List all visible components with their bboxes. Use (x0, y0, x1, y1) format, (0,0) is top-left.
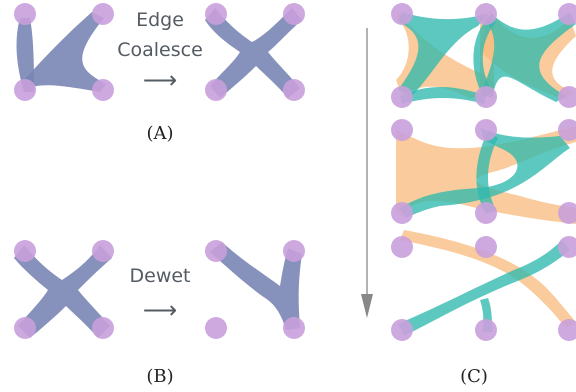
node (92, 3, 114, 25)
panel-b: Dewet ⟶ (B) (14, 240, 305, 387)
node (14, 240, 36, 262)
caption-c: (C) (460, 366, 488, 387)
node (558, 119, 576, 141)
teal-band (400, 128, 570, 218)
node (14, 317, 36, 339)
node (92, 79, 114, 101)
node (475, 3, 497, 25)
node (391, 86, 413, 108)
node (475, 319, 497, 341)
coalesce-label: Coalesce (117, 39, 203, 61)
node (205, 79, 227, 101)
node (475, 236, 497, 258)
row-3 (391, 230, 576, 341)
x-shape-before-dewet (14, 245, 112, 338)
node (283, 240, 305, 262)
teal-band (476, 130, 498, 214)
node (391, 319, 413, 341)
orange-band (400, 230, 576, 328)
node (391, 236, 413, 258)
node (283, 79, 305, 101)
node (92, 240, 114, 262)
node (14, 3, 36, 25)
caption-a: (A) (146, 123, 173, 144)
teal-band (480, 12, 576, 102)
node (558, 319, 576, 341)
row-1 (391, 3, 576, 108)
node (558, 3, 576, 25)
coalesced-x-shape (205, 8, 302, 98)
edge-diagonal-left (22, 12, 106, 92)
caption-b: (B) (146, 366, 173, 387)
node (14, 79, 36, 101)
node (558, 86, 576, 108)
teal-band (400, 86, 486, 104)
node (558, 236, 576, 258)
teal-band (398, 12, 488, 96)
row-2 (391, 119, 576, 224)
panel-a: Edge Coalesce ⟶ (A) (14, 3, 305, 144)
node (558, 202, 576, 224)
shape-after-dewet (210, 242, 302, 330)
node (205, 3, 227, 25)
panel-c: (C) (361, 3, 576, 387)
node (391, 119, 413, 141)
node (283, 317, 305, 339)
node (92, 317, 114, 339)
teal-band (473, 20, 496, 94)
node (475, 119, 497, 141)
arrow-a: ⟶ (143, 66, 177, 94)
node (283, 3, 305, 25)
node (475, 86, 497, 108)
node (205, 317, 227, 339)
edge-vertical-left (16, 18, 34, 92)
arrow-b: ⟶ (143, 296, 177, 324)
time-arrow-head (361, 294, 373, 318)
node (205, 240, 227, 262)
node (391, 3, 413, 25)
node (475, 202, 497, 224)
dewet-label: Dewet (130, 265, 191, 287)
teal-band (398, 240, 570, 336)
node (391, 202, 413, 224)
edge-label: Edge (136, 9, 184, 31)
